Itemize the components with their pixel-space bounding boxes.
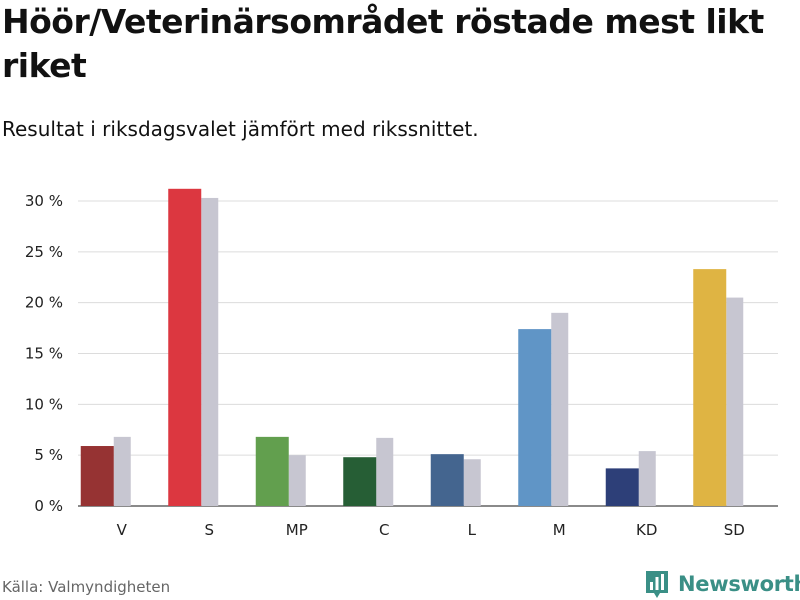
x-tick-label: C: [379, 521, 389, 539]
x-tick-label: SD: [724, 521, 745, 539]
logo-text: Newsworthy: [678, 572, 800, 596]
x-tick-label: MP: [286, 521, 308, 539]
newsworthy-logo-icon: [646, 571, 668, 598]
newsworthy-logo: Newsworthy: [644, 568, 800, 600]
y-tick-label: 5 %: [34, 446, 63, 464]
x-tick-label: S: [204, 521, 214, 539]
bar-local-l: [430, 454, 464, 506]
source-note: Källa: Valmyndigheten: [2, 578, 171, 596]
y-tick-label: 25 %: [25, 243, 63, 261]
bar-riket-c: [376, 437, 394, 506]
bar-riket-m: [551, 312, 569, 506]
bar-local-m: [518, 329, 552, 506]
y-axis-ticks: 0 % 5 % 10 % 15 % 20 % 25 % 30 %: [25, 192, 63, 515]
x-tick-label: L: [468, 521, 477, 539]
bar-local-mp: [255, 436, 289, 506]
bar-local-v: [80, 446, 114, 506]
bar-local-sd: [693, 269, 727, 506]
y-tick-label: 10 %: [25, 395, 63, 413]
bar-local-c: [343, 457, 377, 506]
x-tick-label: V: [117, 521, 128, 539]
bar-riket-v: [113, 436, 131, 506]
y-tick-label: 15 %: [25, 345, 63, 363]
x-tick-label: KD: [636, 521, 657, 539]
x-axis-ticks: V S MP C L M KD SD: [117, 521, 745, 539]
bar-riket-mp: [288, 455, 306, 506]
y-tick-label: 0 %: [34, 497, 63, 515]
y-tick-label: 20 %: [25, 294, 63, 312]
chart-title: Höör/Veterinärsområdet röstade mest likt…: [2, 2, 764, 85]
bars: [80, 188, 744, 507]
bar-riket-s: [201, 197, 219, 506]
bar-riket-sd: [726, 297, 744, 506]
bar-local-s: [168, 188, 202, 507]
x-tick-label: M: [553, 521, 566, 539]
bar-riket-l: [463, 459, 481, 506]
chart-subtitle: Resultat i riksdagsvalet jämfört med rik…: [2, 117, 479, 141]
y-tick-label: 30 %: [25, 192, 63, 210]
bar-riket-kd: [638, 451, 656, 506]
bar-local-kd: [605, 468, 639, 506]
